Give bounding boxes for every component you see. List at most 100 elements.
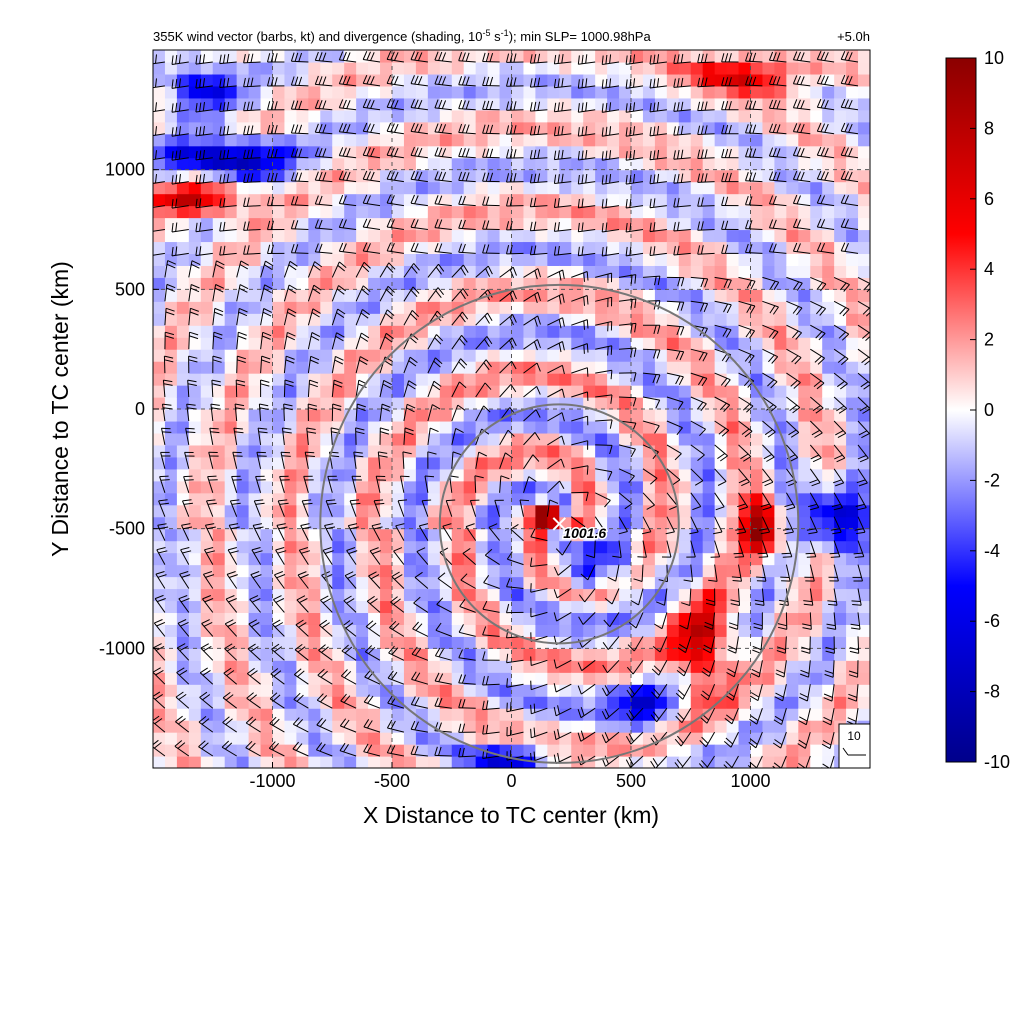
wind-barb-flag: [314, 195, 319, 205]
wind-barb-staff: [377, 451, 381, 469]
divergence-cell: [678, 385, 692, 398]
wind-barb-flag: [175, 222, 178, 232]
wind-barb-flag: [166, 283, 176, 289]
wind-barb-staff: [212, 332, 215, 350]
divergence-cell: [451, 432, 465, 446]
divergence-cell: [810, 289, 823, 302]
divergence-cell: [487, 361, 501, 374]
divergence-cell: [678, 576, 692, 590]
wind-barb-flag: [246, 101, 250, 111]
divergence-cell: [642, 229, 656, 243]
divergence-cell: [164, 133, 178, 147]
divergence-cell: [678, 205, 692, 219]
divergence-cell: [176, 468, 190, 482]
wind-barb-staff: [458, 179, 476, 183]
divergence-cell: [535, 504, 548, 518]
divergence-cell: [212, 97, 226, 111]
wind-barb-flag: [178, 54, 181, 64]
divergence-cell: [762, 181, 775, 195]
divergence-cell: [702, 145, 716, 159]
divergence-cell: [654, 181, 668, 195]
divergence-cell: [272, 217, 286, 231]
wind-barb-staff: [315, 107, 333, 111]
wind-barb-flag: [458, 219, 463, 229]
wind-barb-flag: [336, 332, 345, 338]
divergence-cell: [451, 61, 465, 75]
divergence-cell: [774, 696, 787, 709]
divergence-cell: [571, 540, 584, 554]
divergence-cell: [738, 756, 752, 768]
wind-barb-staff: [458, 132, 476, 135]
divergence-cell: [834, 492, 847, 506]
divergence-cell: [774, 444, 787, 458]
divergence-cell: [164, 612, 178, 625]
wind-barb-flag: [226, 645, 236, 652]
divergence-cell: [798, 313, 811, 326]
divergence-cell: [571, 564, 584, 578]
divergence-cell: [750, 708, 764, 721]
divergence-cell: [403, 564, 417, 578]
wind-barb-flag: [458, 147, 463, 157]
divergence-cell: [153, 349, 166, 362]
divergence-cell: [212, 732, 226, 745]
divergence-cell: [511, 277, 525, 290]
divergence-cell: [236, 397, 250, 410]
divergence-cell: [153, 444, 166, 458]
divergence-cell: [356, 492, 369, 506]
wind-barb-staff: [331, 285, 339, 302]
divergence-cell: [642, 169, 656, 183]
divergence-cell: [547, 229, 560, 243]
divergence-cell: [272, 265, 286, 278]
divergence-cell: [212, 337, 226, 350]
divergence-cell: [284, 684, 297, 697]
divergence-cell: [702, 241, 716, 255]
wind-barb-staff: [434, 251, 452, 254]
divergence-cell: [332, 385, 345, 398]
divergence-cell: [858, 337, 870, 350]
divergence-cell: [427, 660, 441, 673]
wind-barb-staff: [283, 403, 285, 422]
divergence-cell: [762, 732, 775, 745]
wind-barb-flag: [278, 499, 288, 502]
divergence-cell: [415, 373, 429, 386]
divergence-cell: [678, 397, 692, 410]
divergence-cell: [164, 528, 178, 542]
divergence-cell: [834, 696, 847, 709]
divergence-cell: [320, 397, 333, 410]
wind-barb-staff: [277, 500, 285, 517]
wind-barb-flag: [387, 695, 393, 704]
divergence-cell: [714, 253, 728, 266]
wind-barb-flag: [394, 171, 399, 181]
wind-barb-flag: [275, 547, 285, 551]
divergence-cell: [654, 349, 668, 362]
divergence-cell: [571, 181, 584, 195]
divergence-cell: [726, 133, 740, 147]
wind-barb-staff: [258, 403, 262, 422]
divergence-cell: [320, 349, 333, 362]
plot-area: 1001.6 10: [152, 49, 871, 769]
divergence-cell: [535, 97, 548, 111]
divergence-cell: [834, 277, 847, 290]
divergence-cell: [368, 313, 381, 326]
wind-barb-flag: [458, 52, 463, 61]
divergence-cell: [392, 684, 405, 697]
divergence-cell: [284, 552, 297, 566]
divergence-cell: [176, 85, 190, 99]
divergence-cell: [738, 600, 752, 614]
divergence-cell: [415, 696, 429, 709]
wind-barb-staff: [373, 500, 381, 517]
divergence-cell: [702, 109, 716, 123]
wind-barb-flag: [436, 310, 444, 319]
divergence-cell: [284, 588, 297, 602]
divergence-cell: [153, 492, 166, 506]
wind-barb-flag: [458, 624, 464, 633]
wind-barb-flag: [272, 742, 279, 751]
wind-barb-flag: [261, 359, 271, 364]
divergence-cell: [427, 468, 441, 482]
wind-barb-flag: [300, 523, 310, 526]
wind-barb-flag: [434, 746, 438, 756]
wind-barb-flag: [259, 403, 269, 407]
divergence-cell: [463, 756, 477, 768]
wind-barb-staff: [482, 204, 500, 207]
wind-barb-flag: [284, 383, 294, 387]
